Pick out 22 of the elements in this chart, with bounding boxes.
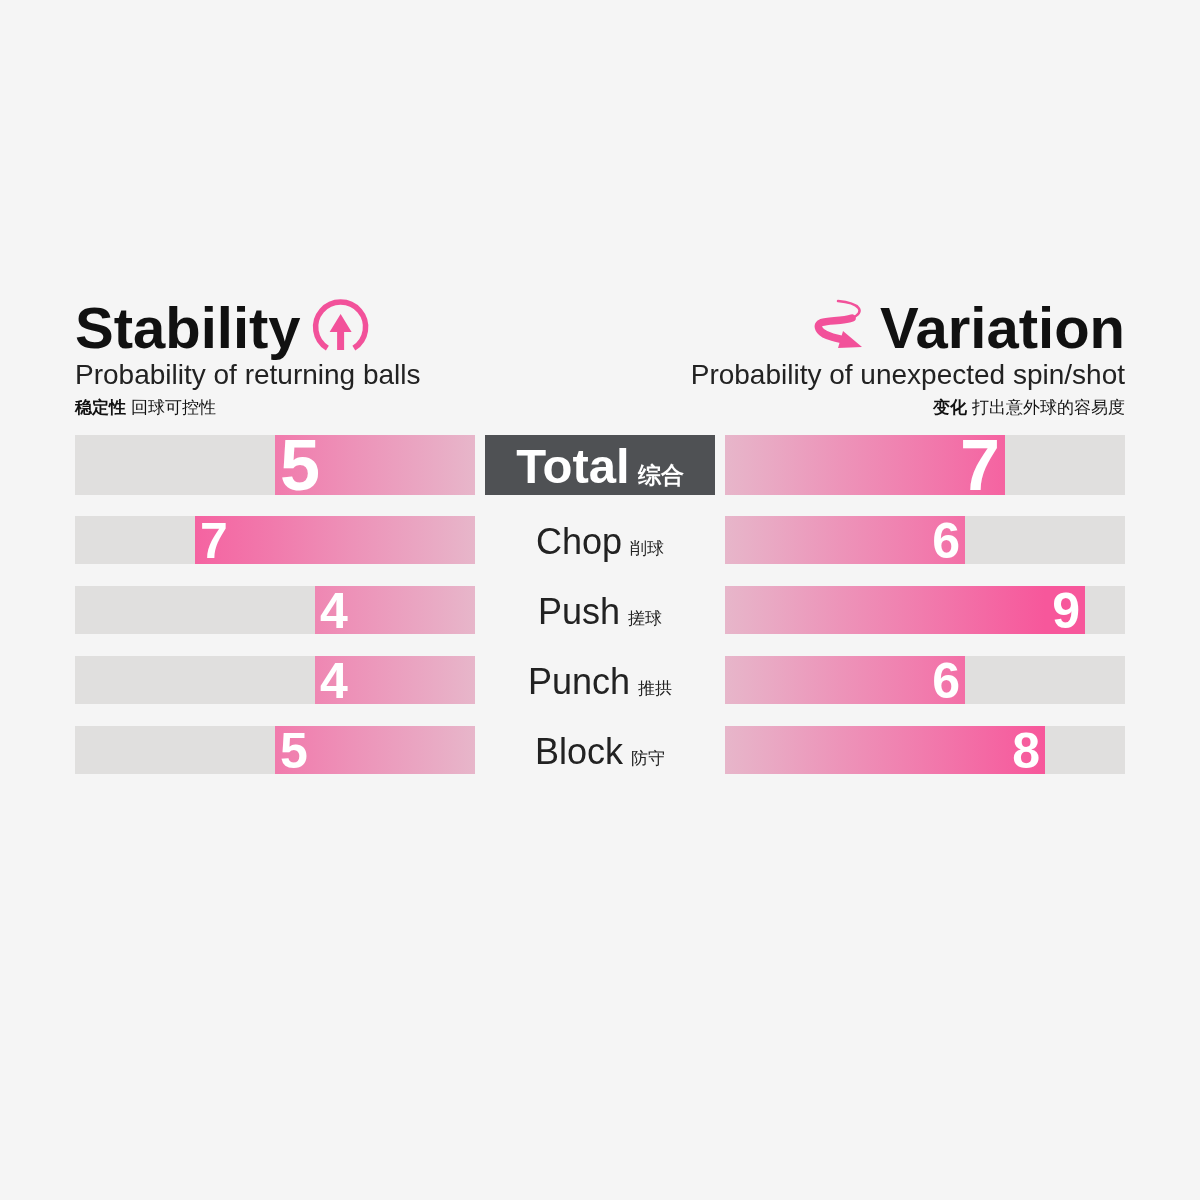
data-label: 8 [1012,723,1040,779]
data-label: 6 [932,513,960,569]
data-label: 4 [320,583,348,639]
y-tick-label: Total 综合 [516,439,684,493]
category-label: Block 防守 [535,731,665,772]
category-label: Chop 削球 [535,521,665,562]
category-label: Push 搓球 [537,591,663,632]
subtitle: Probability of unexpected spin/shot [690,359,1125,390]
category-label: Total 综合 [485,435,715,495]
data-label: 5 [280,425,321,505]
data-label: 6 [932,653,960,709]
annotation: 稳定性 回球可控性 [75,398,216,417]
category-label: Punch 推拱 [527,661,673,702]
data-label: 7 [200,513,228,569]
data-label: 4 [320,653,348,709]
subtitle: Probability of returning balls [75,359,421,390]
title: Stability [75,295,301,360]
data-label: 9 [1052,583,1080,639]
annotation: 变化 打出意外球的容易度 [933,398,1125,417]
title: Variation [880,295,1125,360]
data-label: 7 [959,425,1000,505]
data-label: 5 [280,723,308,779]
